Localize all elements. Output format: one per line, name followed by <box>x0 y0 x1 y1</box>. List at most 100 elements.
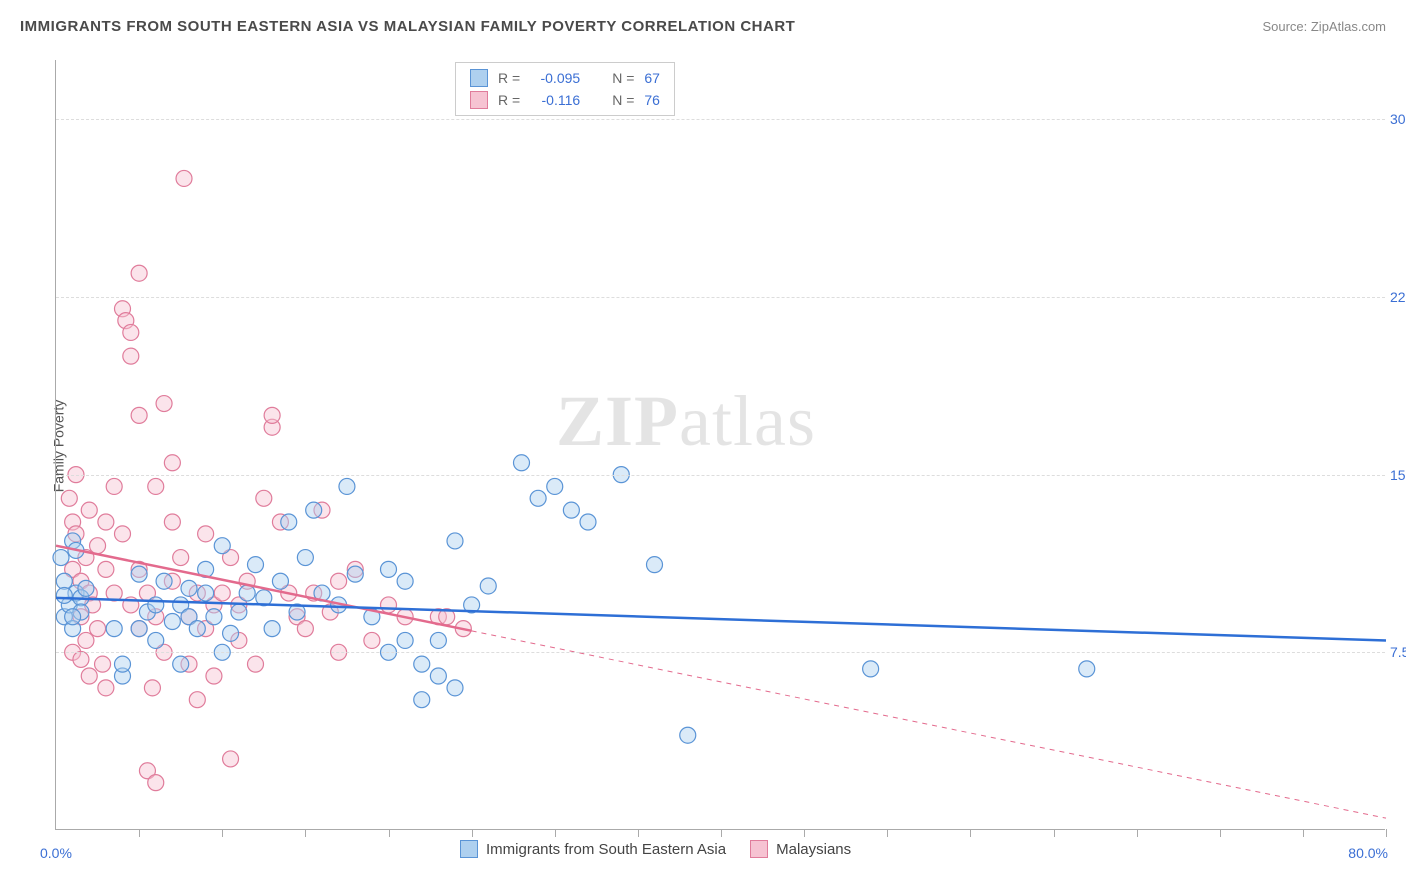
plot-area: ZIPatlas 7.5%15.0%22.5%30.0% <box>55 60 1385 830</box>
gridline <box>56 297 1385 298</box>
scatter-point-pink <box>248 656 264 672</box>
scatter-point-pink <box>206 668 222 684</box>
scatter-point-pink <box>98 514 114 530</box>
chart-source: Source: ZipAtlas.com <box>1262 19 1386 34</box>
legend-bottom-pink: Malaysians <box>750 840 851 858</box>
scatter-point-blue <box>414 656 430 672</box>
scatter-point-blue <box>297 550 313 566</box>
y-tick-label: 15.0% <box>1390 467 1406 483</box>
legend-swatch-blue-icon <box>470 69 488 87</box>
y-tick-label: 7.5% <box>1390 644 1406 660</box>
scatter-point-blue <box>56 573 72 589</box>
legend-swatch-blue-icon <box>460 840 478 858</box>
x-tick <box>305 829 306 837</box>
y-tick-label: 30.0% <box>1390 111 1406 127</box>
legend-bottom: Immigrants from South Eastern Asia Malay… <box>460 840 851 858</box>
scatter-point-blue <box>863 661 879 677</box>
scatter-point-pink <box>73 651 89 667</box>
x-tick <box>139 829 140 837</box>
trendline-blue <box>56 598 1386 641</box>
scatter-point-pink <box>90 538 106 554</box>
legend-swatch-pink-icon <box>470 91 488 109</box>
scatter-point-blue <box>214 538 230 554</box>
scatter-point-blue <box>53 550 69 566</box>
scatter-point-pink <box>364 632 380 648</box>
scatter-point-pink <box>61 490 77 506</box>
scatter-point-blue <box>647 557 663 573</box>
scatter-point-blue <box>206 609 222 625</box>
scatter-point-blue <box>239 585 255 601</box>
scatter-point-blue <box>1079 661 1095 677</box>
scatter-point-pink <box>256 490 272 506</box>
svg-layer <box>56 60 1386 830</box>
x-tick <box>555 829 556 837</box>
scatter-point-blue <box>131 621 147 637</box>
gridline <box>56 475 1385 476</box>
scatter-point-blue <box>339 478 355 494</box>
scatter-point-blue <box>530 490 546 506</box>
x-tick <box>1386 829 1387 837</box>
scatter-point-blue <box>547 478 563 494</box>
scatter-point-blue <box>447 533 463 549</box>
x-tick <box>721 829 722 837</box>
x-tick <box>804 829 805 837</box>
scatter-point-pink <box>148 478 164 494</box>
scatter-point-pink <box>98 680 114 696</box>
scatter-point-blue <box>563 502 579 518</box>
scatter-point-pink <box>297 621 313 637</box>
x-tick <box>638 829 639 837</box>
scatter-point-pink <box>189 692 205 708</box>
legend-swatch-pink-icon <box>750 840 768 858</box>
scatter-point-blue <box>397 632 413 648</box>
scatter-point-blue <box>156 573 172 589</box>
scatter-point-pink <box>131 407 147 423</box>
scatter-point-blue <box>264 621 280 637</box>
x-origin-label: 0.0% <box>40 845 72 861</box>
scatter-point-blue <box>56 587 72 603</box>
chart-header: IMMIGRANTS FROM SOUTH EASTERN ASIA VS MA… <box>20 18 1386 35</box>
scatter-point-blue <box>223 625 239 641</box>
scatter-point-blue <box>148 597 164 613</box>
scatter-point-blue <box>198 585 214 601</box>
x-tick <box>1054 829 1055 837</box>
scatter-point-pink <box>81 668 97 684</box>
x-tick <box>222 829 223 837</box>
gridline <box>56 652 1385 653</box>
scatter-point-pink <box>176 170 192 186</box>
scatter-point-pink <box>131 265 147 281</box>
x-tick <box>1303 829 1304 837</box>
scatter-point-blue <box>680 727 696 743</box>
scatter-point-pink <box>123 324 139 340</box>
scatter-point-pink <box>90 621 106 637</box>
scatter-point-blue <box>106 621 122 637</box>
scatter-point-blue <box>231 604 247 620</box>
scatter-point-blue <box>430 632 446 648</box>
chart-title: IMMIGRANTS FROM SOUTH EASTERN ASIA VS MA… <box>20 18 795 35</box>
trendline-pink-dashed <box>472 631 1386 818</box>
scatter-point-blue <box>347 566 363 582</box>
scatter-point-blue <box>78 580 94 596</box>
scatter-point-blue <box>272 573 288 589</box>
y-tick-label: 22.5% <box>1390 289 1406 305</box>
legend-top-row-pink: R = -0.116 N = 76 <box>456 89 674 111</box>
scatter-point-pink <box>198 526 214 542</box>
scatter-point-blue <box>173 656 189 672</box>
scatter-point-blue <box>189 621 205 637</box>
scatter-point-blue <box>248 557 264 573</box>
scatter-point-blue <box>430 668 446 684</box>
scatter-point-pink <box>223 751 239 767</box>
scatter-point-blue <box>397 573 413 589</box>
scatter-point-blue <box>65 609 81 625</box>
scatter-point-blue <box>414 692 430 708</box>
scatter-point-blue <box>164 614 180 630</box>
scatter-point-pink <box>144 680 160 696</box>
scatter-point-blue <box>514 455 530 471</box>
scatter-point-pink <box>264 407 280 423</box>
scatter-point-pink <box>98 561 114 577</box>
x-max-label: 80.0% <box>1348 845 1388 861</box>
gridline <box>56 119 1385 120</box>
scatter-point-blue <box>480 578 496 594</box>
legend-top-row-blue: R = -0.095 N = 67 <box>456 67 674 89</box>
scatter-point-blue <box>281 514 297 530</box>
scatter-point-pink <box>164 455 180 471</box>
